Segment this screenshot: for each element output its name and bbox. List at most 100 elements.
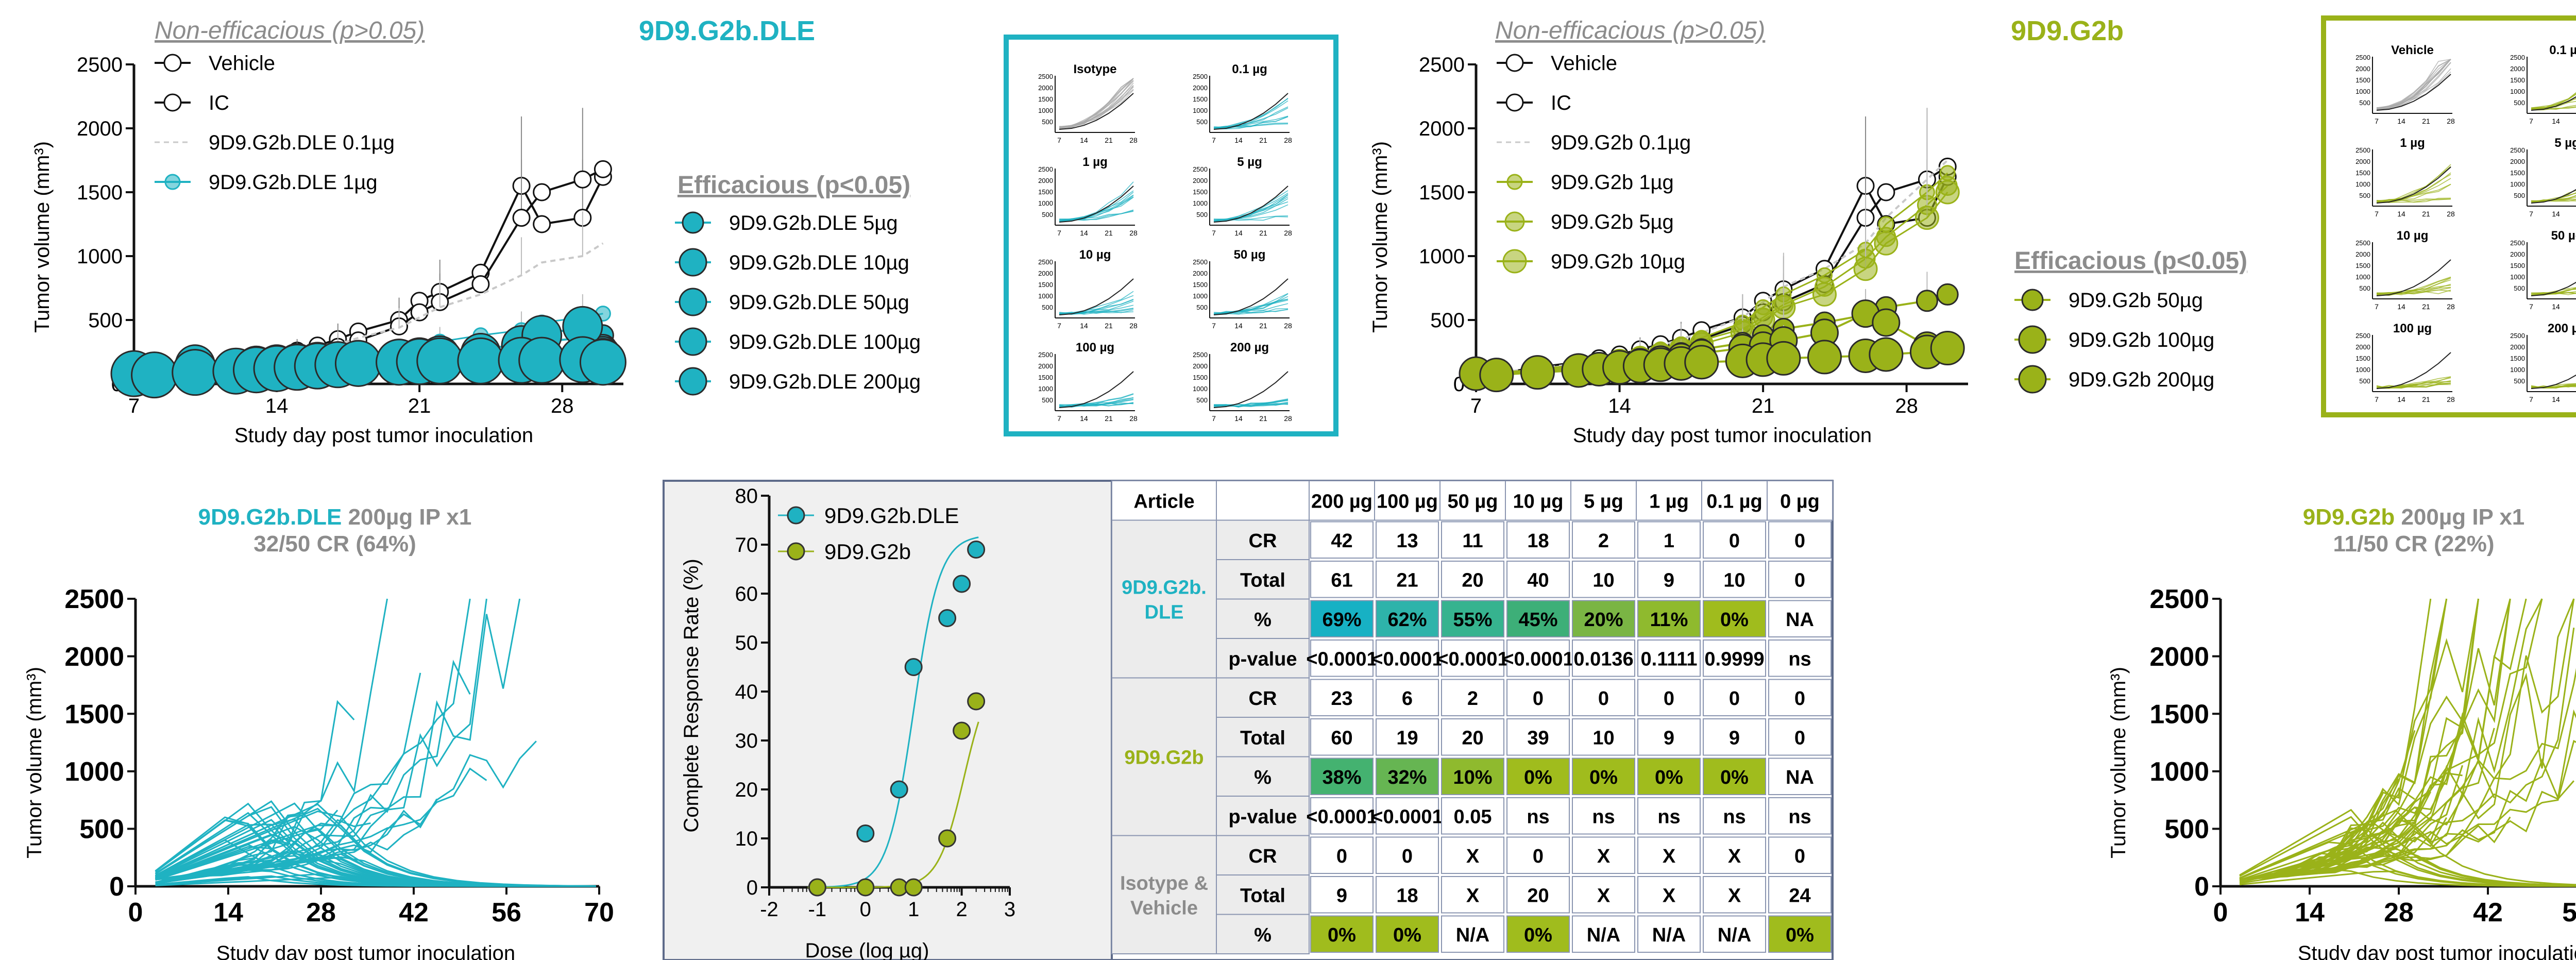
g2b-mini-cell-xtick-label: 28 [2447, 302, 2455, 311]
table-group-label: 9D9.G2b [1124, 747, 1204, 769]
table-cell [1506, 797, 1570, 835]
table-cell-text: 38% [1322, 767, 1361, 788]
dle-mini-cell-ytick-label: 1500 [1038, 95, 1053, 103]
table-cell-text: ns [1592, 806, 1615, 828]
table-group-cell [1111, 677, 1217, 836]
dle-mini-cell-title: 10 µg [1079, 248, 1111, 262]
g2b-mini-cell-line [2531, 196, 2576, 201]
table-header-cell [1216, 480, 1310, 521]
dle-spider-xtick-label: 28 [306, 898, 336, 928]
table-cell-text: 55% [1453, 609, 1492, 631]
g2b-mini-cell-ytick-label: 1000 [2355, 273, 2370, 281]
g2b-growth-legend-marker [2018, 365, 2047, 394]
g2b-spider-xtick-label: 14 [2295, 898, 2325, 928]
g2b-growth-legend-marker [1505, 93, 1524, 112]
dle-mini-cell-xtick-label: 28 [1129, 414, 1138, 423]
dle-growth-legend-marker [164, 174, 181, 190]
g2b-mini-cell-title: 1 µg [2400, 136, 2425, 150]
table-cell [1441, 561, 1504, 598]
table-group-cell [1111, 519, 1217, 679]
dle-growth-data-point [410, 303, 429, 322]
table-cell [1703, 679, 1766, 716]
table-cell-text: NA [1786, 767, 1814, 788]
table-cell [1506, 600, 1570, 637]
dose-response-point [953, 575, 971, 593]
table-cell [1768, 836, 1832, 874]
g2b-growth-data-point [1936, 283, 1959, 306]
table-cell [1310, 836, 1374, 874]
g2b-mini-cell-xtick-label: 14 [2397, 210, 2405, 218]
g2b-spider-animal-line [2239, 598, 2479, 881]
table-cell [1572, 600, 1635, 637]
table-cell-text: 20% [1584, 609, 1623, 631]
g2b-growth-ytick-label: 2500 [1419, 54, 1465, 76]
table-cell-text: 0% [1655, 767, 1683, 788]
g2b-mini-cell-xtick-label: 14 [2397, 302, 2405, 311]
table-cell [1637, 639, 1701, 677]
table-cell [1572, 915, 1635, 953]
table-cell-text: 32% [1387, 767, 1427, 788]
table-header-cell [1767, 480, 1833, 521]
table-cell-text: 0% [1524, 767, 1552, 788]
g2b-mini-cell-ytick-label: 1500 [2355, 355, 2370, 362]
table-cell-text: 40 [1527, 569, 1549, 591]
dle-growth-ytick-label: 1500 [77, 181, 123, 204]
dle-mini-cell-ytick-label: 2000 [1038, 84, 1053, 92]
dle-growth-xtick-label: 21 [408, 395, 431, 417]
g2b-spider-ytick-label: 2500 [2149, 584, 2209, 614]
table-cell-text: 61 [1331, 569, 1352, 591]
g2b-growth-legend-label: 9D9.G2b 1µg [1551, 171, 1674, 194]
g2b-growth-data-point [1684, 345, 1719, 380]
dle-growth-data-point [416, 337, 464, 384]
dle-mini-cell-ytick-label: 500 [1196, 211, 1208, 218]
dle-mini-cell-ytick-label: 1000 [1193, 107, 1208, 114]
g2b-spider-ytick-label: 2000 [2149, 642, 2209, 672]
g2b-mini-cell-mean-line [2531, 281, 2576, 296]
g2b-spider-subtitle: 11/50 CR (22%) [2333, 531, 2494, 557]
dle-mini-cell-ytick-label: 2000 [1038, 177, 1053, 184]
dle-mini-cell-ytick-label: 1000 [1038, 292, 1053, 300]
table-cell [1376, 757, 1439, 795]
g2b-mini-cell-mean-line [2531, 96, 2576, 111]
table-row-label-cell [1216, 874, 1310, 915]
table-row-label: CR [1249, 530, 1277, 552]
table-cell-text: 0 [1729, 530, 1740, 552]
g2b-growth-xtick-label: 7 [1470, 395, 1482, 417]
table-cell-text: X [1728, 885, 1741, 906]
dle-growth-legend-marker [163, 93, 182, 112]
g2b-spider-ytick-label: 1500 [2149, 699, 2209, 729]
dle-growth-data-point [172, 349, 219, 396]
dle-mini-cell-line [1059, 402, 1134, 408]
g2b-mini-cell-ytick-label: 500 [2514, 192, 2525, 199]
dle-mini-cell-ytick-label: 2000 [1193, 270, 1208, 277]
g2b-mini-cell-ytick-label: 500 [2514, 377, 2525, 385]
table-cell [1506, 718, 1570, 756]
g2b-spider-title-agent: 9D9.G2b [2303, 504, 2395, 530]
g2b-mini-cell-line [2376, 178, 2451, 203]
g2b-growth-legend-marker [1506, 174, 1523, 190]
dose-response-point [856, 824, 875, 843]
dle-mini-cell-title: 200 µg [1230, 341, 1269, 355]
g2b-growth-chart: Non-efficacious (p>0.05) 9D9.G2b Efficac… [1369, 15, 2247, 447]
g2b-growth-ytick-label: 500 [1430, 309, 1465, 332]
g2b-growth-data-point [1766, 341, 1801, 376]
g2b-growth-data-point [1930, 331, 1965, 366]
dle-mini-cell-line [1213, 303, 1289, 315]
g2b-mini-cell-ytick-label: 2500 [2510, 146, 2525, 154]
dle-mini-cell-line [1059, 86, 1134, 128]
table-cell [1310, 679, 1374, 716]
dle-mini-cell-xtick-label: 14 [1234, 414, 1243, 423]
dle-spider-animal-line [155, 700, 355, 881]
table-row-label-cell [1216, 756, 1310, 797]
g2b-mini-cell-ytick-label: 500 [2359, 377, 2370, 385]
table-cell-text: 0 [1533, 846, 1544, 867]
table-cell [1637, 679, 1701, 716]
table-cell [1703, 757, 1766, 795]
table-cell-text: 2 [1467, 688, 1478, 710]
g2b-spider-animal-line [2239, 834, 2576, 887]
table-cell-text: 10 [1592, 569, 1614, 591]
dle-mini-cell-xtick-label: 14 [1080, 229, 1088, 237]
dle-mini-cell-line [1213, 115, 1289, 128]
g2b-mini-cell-ytick-label: 2000 [2510, 343, 2525, 351]
